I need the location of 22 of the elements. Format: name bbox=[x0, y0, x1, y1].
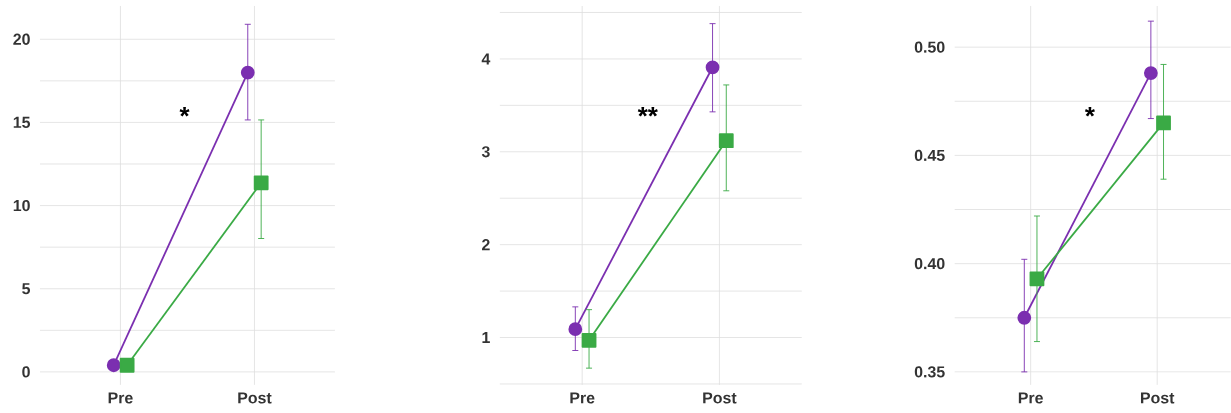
y-tick-label: 0.45 bbox=[914, 149, 945, 162]
x-tick-label: Post bbox=[703, 392, 737, 404]
y-tick-label: 4 bbox=[481, 53, 491, 65]
x-tick-label: Pre bbox=[570, 392, 595, 404]
y-tick-label: 2 bbox=[482, 239, 490, 251]
y-tick-label: 0.35 bbox=[914, 366, 945, 378]
x-tick-label: Post bbox=[238, 392, 272, 404]
x-tick-label: Pre bbox=[1018, 392, 1043, 404]
y-tick-label: 0.50 bbox=[914, 41, 945, 53]
y-tick-label: 0.40 bbox=[914, 258, 945, 270]
y-tick-label: 10 bbox=[13, 200, 30, 212]
y-tick-label: 5 bbox=[22, 283, 31, 295]
annotation: ** bbox=[637, 107, 658, 117]
y-tick-label: 3 bbox=[481, 146, 490, 158]
annotation: * bbox=[1084, 107, 1095, 117]
annotation: * bbox=[179, 107, 190, 117]
y-tick-label: 15 bbox=[13, 116, 31, 129]
x-tick-label: Pre bbox=[108, 392, 133, 404]
y-tick-label: 1 bbox=[482, 332, 490, 344]
y-tick-label: 20 bbox=[13, 33, 30, 45]
x-tick-label: Post bbox=[1140, 392, 1175, 404]
y-tick-label: 0 bbox=[22, 366, 30, 378]
